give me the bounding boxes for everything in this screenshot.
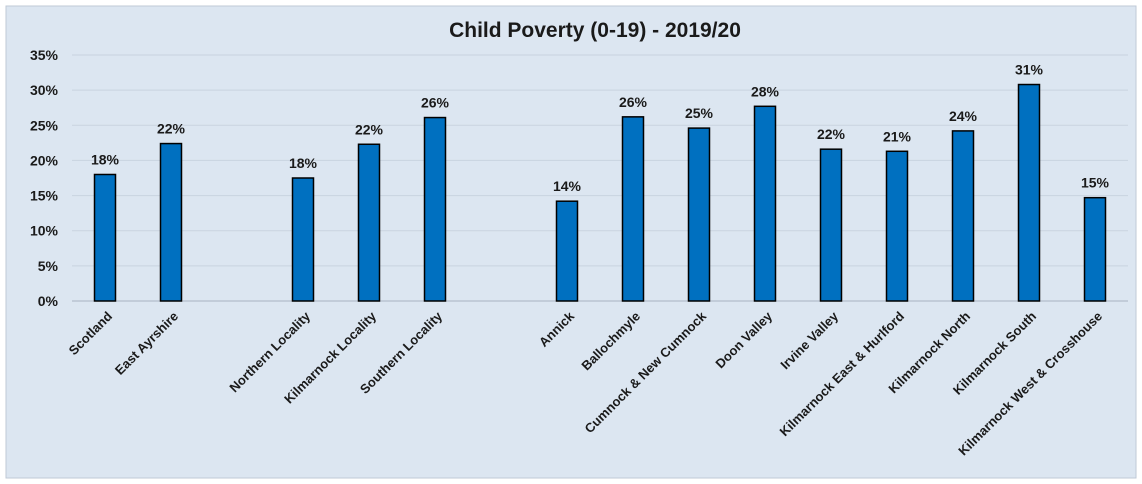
y-tick-label: 25% xyxy=(30,117,59,133)
y-tick-label: 15% xyxy=(30,188,59,204)
data-label: 26% xyxy=(421,95,450,111)
data-label: 18% xyxy=(91,151,120,167)
y-tick-label: 20% xyxy=(30,152,59,168)
bar xyxy=(1017,83,1041,302)
data-label: 24% xyxy=(949,108,978,124)
chart-title: Child Poverty (0-19) - 2019/20 xyxy=(449,19,741,42)
data-labels: 18% 22% 18% 22% 26% 14% 26% 25% 28% 22% 21% 24% 31% 1… xyxy=(91,62,1110,195)
bar xyxy=(687,127,711,302)
data-label: 18% xyxy=(289,155,318,171)
bar xyxy=(951,130,975,302)
data-label: 25% xyxy=(685,105,714,121)
data-label: 14% xyxy=(553,178,582,194)
data-label: 21% xyxy=(883,128,912,144)
bar xyxy=(159,142,183,302)
data-label: 22% xyxy=(355,121,384,137)
y-tick-label: 30% xyxy=(30,82,59,98)
data-label: 31% xyxy=(1015,62,1044,78)
data-label: 22% xyxy=(157,121,186,137)
bar xyxy=(291,177,315,302)
y-tick-label: 5% xyxy=(38,258,59,274)
bar xyxy=(93,173,117,302)
data-label: 26% xyxy=(619,94,648,110)
bar xyxy=(1083,196,1107,302)
y-tick-label: 35% xyxy=(30,47,59,63)
bar xyxy=(423,116,447,302)
bar xyxy=(555,200,579,302)
bar xyxy=(885,150,909,302)
bar xyxy=(753,105,777,302)
y-tick-label: 0% xyxy=(38,293,59,309)
bars xyxy=(93,83,1107,302)
data-label: 28% xyxy=(751,83,780,99)
bar xyxy=(621,116,645,302)
data-label: 22% xyxy=(817,126,846,142)
y-axis: 0% 5% 10% 15% 20% 25% 30% 35% xyxy=(30,47,59,309)
y-tick-label: 10% xyxy=(30,223,59,239)
bar xyxy=(819,148,843,302)
data-label: 15% xyxy=(1081,175,1110,191)
bar xyxy=(357,143,381,302)
